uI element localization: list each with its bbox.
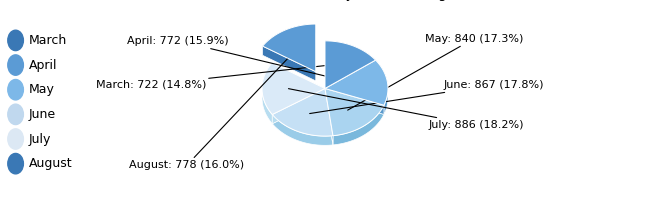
Polygon shape (272, 63, 325, 98)
Polygon shape (272, 88, 325, 124)
Circle shape (8, 79, 23, 100)
Polygon shape (272, 88, 333, 136)
Circle shape (8, 104, 23, 125)
Circle shape (8, 129, 23, 149)
Polygon shape (325, 41, 376, 69)
Polygon shape (325, 88, 384, 114)
Polygon shape (272, 115, 333, 145)
Text: July: 886 (18.2%): July: 886 (18.2%) (289, 89, 524, 130)
Polygon shape (263, 24, 316, 55)
Polygon shape (272, 88, 325, 124)
Circle shape (8, 153, 23, 174)
Polygon shape (263, 46, 316, 81)
Text: August: August (29, 157, 72, 170)
Text: June: June (29, 108, 56, 121)
Circle shape (8, 55, 23, 75)
Polygon shape (262, 63, 325, 115)
Text: March: March (29, 34, 67, 47)
Polygon shape (263, 24, 316, 72)
Polygon shape (325, 88, 333, 145)
Text: March: 722 (14.8%): March: 722 (14.8%) (96, 64, 341, 90)
Polygon shape (325, 60, 376, 98)
Text: May: May (29, 83, 55, 96)
Text: April: April (29, 59, 57, 72)
Polygon shape (325, 88, 384, 136)
Text: August: 778 (16.0%): August: 778 (16.0%) (129, 47, 298, 170)
Text: May: 840 (17.3%): May: 840 (17.3%) (348, 34, 523, 110)
Polygon shape (325, 41, 376, 88)
Text: April: 772 (15.9%): April: 772 (15.9%) (127, 36, 361, 85)
Polygon shape (376, 60, 388, 114)
Circle shape (8, 30, 23, 51)
Polygon shape (325, 60, 388, 105)
Polygon shape (325, 88, 333, 145)
Text: June: 867 (17.8%): June: 867 (17.8%) (309, 80, 545, 114)
Polygon shape (333, 105, 384, 145)
Title: Homes Sold - El Paso County (March - August 08): Homes Sold - El Paso County (March - Aug… (155, 0, 495, 1)
Polygon shape (325, 88, 384, 114)
Polygon shape (325, 60, 376, 98)
Text: July: July (29, 132, 51, 146)
Polygon shape (262, 63, 272, 124)
